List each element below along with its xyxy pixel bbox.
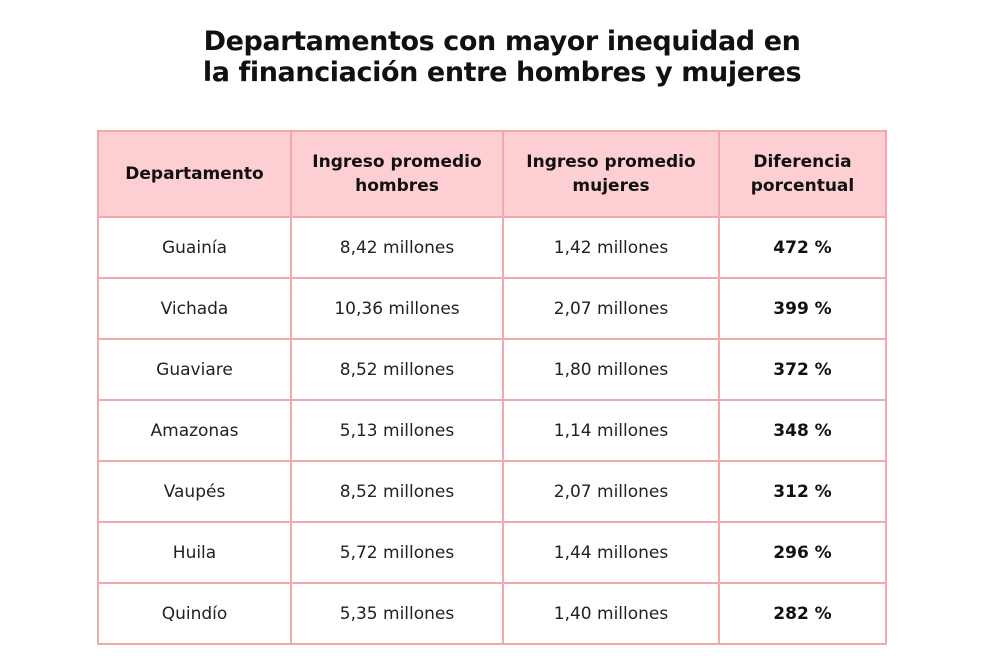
cell-diferencia: 282 %	[718, 582, 887, 645]
table-row: Vaupés 8,52 millones 2,07 millones 312 %	[97, 460, 887, 523]
title-line-1: Departamentos con mayor inequidad en	[203, 26, 801, 58]
cell-diferencia: 399 %	[718, 277, 887, 340]
table-row: Guainía 8,42 millones 1,42 millones 472 …	[97, 216, 887, 279]
cell-ingreso-mujeres: 1,80 millones	[502, 338, 720, 401]
header-ingreso-mujeres: Ingreso promedio mujeres	[502, 130, 720, 218]
page-title: Departamentos con mayor inequidad en la …	[0, 26, 984, 88]
cell-diferencia: 312 %	[718, 460, 887, 523]
cell-ingreso-mujeres: 1,42 millones	[502, 216, 720, 279]
cell-ingreso-hombres: 5,72 millones	[290, 521, 504, 584]
cell-departamento: Huila	[97, 521, 292, 584]
cell-ingreso-mujeres: 2,07 millones	[502, 277, 720, 340]
cell-ingreso-hombres: 8,42 millones	[290, 216, 504, 279]
cell-ingreso-hombres: 5,35 millones	[290, 582, 504, 645]
cell-ingreso-hombres: 8,52 millones	[290, 338, 504, 401]
cell-ingreso-mujeres: 2,07 millones	[502, 460, 720, 523]
table-row: Amazonas 5,13 millones 1,14 millones 348…	[97, 399, 887, 462]
cell-departamento: Amazonas	[97, 399, 292, 462]
header-diferencia: Diferencia porcentual	[718, 130, 887, 218]
table-header-row: Departamento Ingreso promedio hombres In…	[97, 130, 887, 218]
cell-ingreso-mujeres: 1,14 millones	[502, 399, 720, 462]
cell-diferencia: 296 %	[718, 521, 887, 584]
cell-departamento: Guainía	[97, 216, 292, 279]
table-row: Vichada 10,36 millones 2,07 millones 399…	[97, 277, 887, 340]
header-ingreso-hombres: Ingreso promedio hombres	[290, 130, 504, 218]
cell-ingreso-hombres: 10,36 millones	[290, 277, 504, 340]
title-line-2: la financiación entre hombres y mujeres	[202, 57, 802, 89]
cell-departamento: Guaviare	[97, 338, 292, 401]
cell-ingreso-mujeres: 1,44 millones	[502, 521, 720, 584]
table-row: Quindío 5,35 millones 1,40 millones 282 …	[97, 582, 887, 645]
cell-ingreso-mujeres: 1,40 millones	[502, 582, 720, 645]
cell-diferencia: 348 %	[718, 399, 887, 462]
header-departamento: Departamento	[97, 130, 292, 218]
cell-diferencia: 372 %	[718, 338, 887, 401]
table-row: Huila 5,72 millones 1,44 millones 296 %	[97, 521, 887, 584]
cell-ingreso-hombres: 5,13 millones	[290, 399, 504, 462]
cell-departamento: Quindío	[97, 582, 292, 645]
cell-departamento: Vaupés	[97, 460, 292, 523]
cell-diferencia: 472 %	[718, 216, 887, 279]
cell-departamento: Vichada	[97, 277, 292, 340]
inequity-table: Departamento Ingreso promedio hombres In…	[97, 130, 887, 645]
cell-ingreso-hombres: 8,52 millones	[290, 460, 504, 523]
table-row: Guaviare 8,52 millones 1,80 millones 372…	[97, 338, 887, 401]
